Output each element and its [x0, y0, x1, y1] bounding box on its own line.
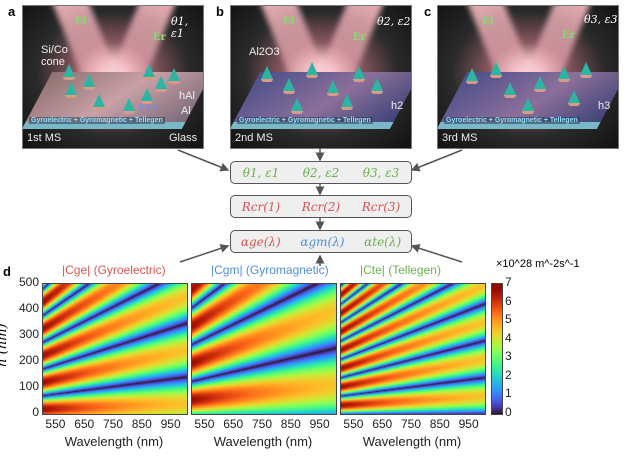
heatmap-title: |Cgm| (Gyromagnetic)	[211, 263, 329, 277]
alpha-gm: αgm(λ)	[300, 234, 345, 249]
cone-label: Si/Co cone	[41, 44, 68, 69]
reflectance-3: Rcr(3)	[361, 199, 401, 214]
thickness-label: h2	[391, 100, 404, 112]
side-text: Gyroelectric + Gyromagnetic + Tellegen	[29, 117, 165, 124]
panel-caption: 3rd MS	[442, 132, 478, 144]
thickness-label: hAl	[179, 90, 195, 102]
incident-field-label: Ei	[75, 16, 87, 27]
heatmap-gyromagnetic	[191, 283, 337, 415]
panel-b-letter: b	[216, 4, 224, 19]
angle-label: θ2, ε2	[377, 15, 411, 28]
y-tick-label: 300	[18, 327, 39, 341]
x-tick-label: 850	[429, 417, 450, 431]
panel-caption: 1st MS	[27, 132, 62, 144]
panel-d-letter: d	[3, 264, 11, 279]
alpha-ge: αge(λ)	[240, 234, 281, 249]
x-tick-label: 550	[343, 417, 364, 431]
colorbar-tick-label: 2	[505, 367, 512, 382]
reflected-field-label: Er	[353, 32, 366, 43]
colorbar-tick-label: 3	[505, 349, 512, 364]
angle-label: θ1, ε1	[171, 15, 189, 41]
y-tick-label: 200	[18, 353, 39, 367]
x-axis-label: Wavelength (nm)	[64, 434, 164, 449]
x-tick-label: 950	[160, 417, 181, 431]
y-axis-label: h (nm)	[0, 323, 10, 366]
x-tick-label: 750	[401, 417, 422, 431]
glass-label: Glass	[169, 132, 198, 144]
colorbar-tick-label: 5	[505, 312, 512, 327]
heatmap-title: |Cte| (Tellegen)	[360, 263, 441, 277]
incident-field-label: Ei	[283, 16, 295, 27]
angle-2: θ2, ε2	[302, 165, 340, 180]
x-tick-label: 650	[223, 417, 244, 431]
x-tick-label: 850	[280, 417, 301, 431]
panel-a-illustration: Ei Er θ1, ε1 Si/Co cone hAl y z x Al Gyr…	[22, 5, 204, 149]
al-layer-label: Al	[181, 105, 191, 117]
heatmap-gyroelectric	[42, 283, 188, 415]
colorbar	[491, 283, 503, 415]
heatmap-tellegen	[340, 283, 486, 415]
thickness-label: h3	[598, 100, 611, 112]
y-tick-label: 0	[32, 405, 39, 419]
alpha-te: αte(λ)	[364, 234, 402, 249]
flow-box-alpha: αge(λ) αgm(λ) αte(λ)	[230, 230, 412, 253]
reflected-field-label: Er	[562, 30, 575, 41]
colorbar-tick-label: 1	[505, 386, 512, 401]
side-text: Gyroelectric + Gyromagnetic + Tellegen	[237, 117, 373, 124]
angle-label: θ3, ε3	[584, 13, 618, 26]
x-tick-label: 650	[74, 417, 95, 431]
colorbar-tick-label: 4	[505, 330, 512, 345]
colorbar-tick-label: 6	[505, 293, 512, 308]
coating-label: Al2O3	[249, 46, 280, 58]
panel-c-illustration: Ei Er θ3, ε3 h3 Gyroelectric + Gyromagne…	[437, 5, 619, 149]
colorbar-tick-label: 7	[505, 275, 512, 289]
panel-c-letter: c	[424, 4, 432, 19]
panel-b-illustration: Ei Er θ2, ε2 Al2O3 h2 Gyroelectric + Gyr…	[230, 5, 412, 149]
flow-arrows	[177, 148, 463, 266]
angle-3: θ3, ε3	[362, 165, 400, 180]
y-tick-label: 100	[18, 379, 39, 393]
reflectance-2: Rcr(2)	[301, 199, 341, 214]
x-tick-label: 550	[45, 417, 66, 431]
y-tick-label: 400	[18, 301, 39, 315]
heatmap-title: |Cge| (Gyroelectric)	[62, 263, 166, 277]
colorbar-tick-label: 0	[505, 405, 512, 419]
reflected-field-label: Er	[153, 32, 166, 43]
incident-field-label: Ei	[482, 16, 494, 27]
panel-a-letter: a	[8, 4, 16, 19]
x-tick-label: 550	[194, 417, 215, 431]
flow-box-angles: θ1, ε1 θ2, ε2 θ3, ε3	[230, 161, 412, 184]
coordinate-axes-label: y z x	[139, 102, 157, 111]
x-tick-label: 750	[252, 417, 273, 431]
x-axis-label: Wavelength (nm)	[362, 434, 462, 449]
y-tick-label: 500	[18, 275, 39, 289]
x-tick-label: 950	[309, 417, 330, 431]
side-text: Gyroelectric + Gyromagnetic + Tellegen	[444, 117, 580, 124]
x-tick-label: 650	[372, 417, 393, 431]
flow-box-reflectance: Rcr(1) Rcr(2) Rcr(3)	[230, 195, 412, 218]
x-axis-label: Wavelength (nm)	[213, 434, 313, 449]
reflectance-1: Rcr(1)	[241, 199, 281, 214]
x-tick-label: 750	[103, 417, 124, 431]
x-tick-label: 950	[458, 417, 479, 431]
angle-1: θ1, ε1	[242, 165, 280, 180]
panel-caption: 2nd MS	[235, 132, 273, 144]
x-tick-label: 850	[131, 417, 152, 431]
colorbar-unit: ×10^28 m^-2s^-1	[496, 258, 580, 270]
